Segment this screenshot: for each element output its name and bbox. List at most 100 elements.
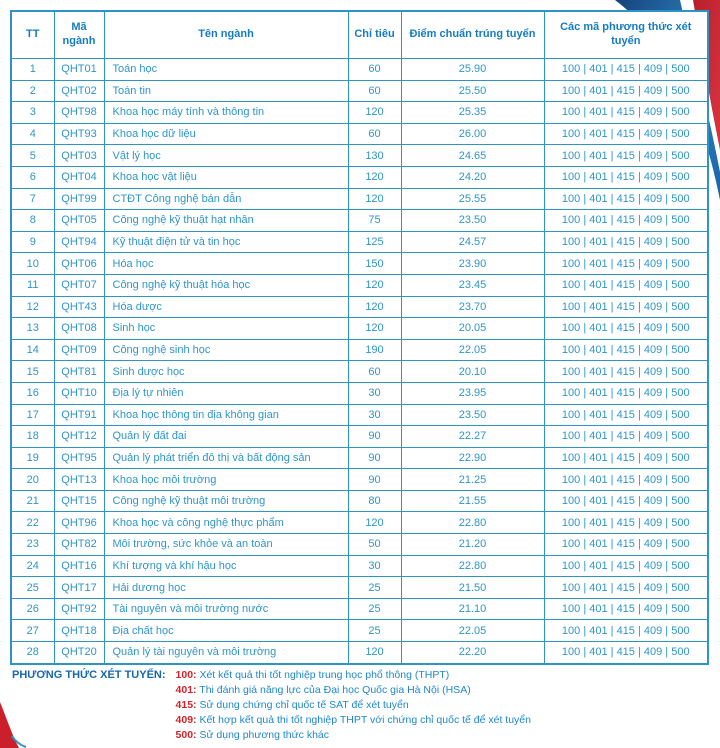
cell-name: Kỹ thuật điện tử và tin học [103,230,349,254]
cell-code: QHT98 [53,101,105,124]
cell-code: QHT94 [53,230,105,254]
cell-name: Toán học [103,58,349,81]
legend-item-code: 415: [175,699,197,711]
cell-name: Hóa dược [103,295,349,319]
cell-score: 23.45 [400,273,545,297]
cell-tt: 5 [10,144,55,167]
cell-score: 24.57 [400,230,545,254]
cell-score: 20.10 [400,360,545,383]
table-row: 5 QHT03 Vật lý học 130 24.65 100 | 401 | 415 … [10,144,709,167]
admission-score-table: TT Mã ngành Tên ngành Chỉ tiêu Điểm chuẩ… [10,10,709,665]
table-row: 13 QHT08 Sinh học 120 20.05 100 | 401 | 415 |… [10,317,709,340]
table-row: 28 QHT20 Quản lý tài nguyên và môi trường 1… [10,641,709,665]
legend-item: 500: Sử dụng phương thức khác [176,728,531,743]
table-row: 3 QHT98 Khoa học máy tính và thông tin 120 2… [10,101,709,124]
table-row: 17 QHT91 Khoa học thông tin địa không gian… [10,403,709,427]
cell-methods: 100 | 401 | 415 | 409 | 500 [543,122,709,146]
legend-item-desc: Xét kết quả thi tốt nghiệp trung học phổ… [196,669,450,681]
cell-name: Công nghệ kỹ thuật hóa học [103,273,349,297]
cell-tt: 6 [10,165,55,189]
cell-tt: 21 [10,489,55,513]
cell-quota: 120 [347,273,402,297]
red-wedge [0,702,19,748]
cell-methods: 100 | 401 | 415 | 409 | 500 [543,187,709,211]
cell-quota: 120 [347,641,402,665]
cell-code: QHT04 [53,165,105,189]
cell-code: QHT01 [53,58,105,81]
cell-name: Quản lý phát triển đô thị và bất động sả… [103,446,349,470]
legend-item: 100: Xét kết quả thi tốt nghiệp trung họ… [176,668,531,683]
cell-quota: 75 [347,209,402,232]
cell-score: 25.35 [400,101,545,124]
cell-methods: 100 | 401 | 415 | 409 | 500 [543,381,709,405]
cell-quota: 60 [347,360,402,383]
header-major-name: Tên ngành [103,10,349,59]
cell-tt: 16 [10,381,55,405]
cell-methods: 100 | 401 | 415 | 409 | 500 [543,489,709,513]
legend-item-desc: Kết hợp kết quả thi tốt nghiệp THPT với … [196,714,531,726]
cell-quota: 30 [347,403,402,427]
table-row: 1 QHT01 Toán học 60 25.90 100 | 401 | 415 | 4… [10,58,709,81]
table-row: 26 QHT92 Tài nguyên và môi trường nước 25 21… [10,597,709,621]
cell-tt: 22 [10,511,55,535]
cell-tt: 28 [10,641,55,665]
cell-quota: 25 [347,619,402,643]
cell-quota: 120 [347,101,402,124]
table-row: 14 QHT09 Công nghệ sinh học 190 22.05 100 | 4… [10,338,709,362]
cell-score: 22.05 [400,619,545,643]
cell-tt: 27 [10,619,55,643]
cell-quota: 90 [347,425,402,448]
cell-code: QHT05 [53,209,105,232]
table-row: 11 QHT07 Công nghệ kỹ thuật hóa học 120 23.4… [10,273,709,297]
cell-quota: 30 [347,381,402,405]
cell-name: Sinh học [103,317,349,340]
cell-methods: 100 | 401 | 415 | 409 | 500 [543,619,709,643]
header-quota: Chỉ tiêu [347,10,402,59]
cell-tt: 13 [10,317,55,340]
header-major-code: Mã ngành [53,10,105,59]
cell-name: Công nghệ kỹ thuật môi trường [103,489,349,513]
cell-quota: 120 [347,295,402,319]
table-row: 10 QHT06 Hóa học 150 23.90 100 | 401 | 415 | … [10,252,709,275]
cell-score: 23.70 [400,295,545,319]
cell-name: Địa chất học [103,619,349,643]
table-row: 24 QHT16 Khí tượng và khí hậu học 30 22.80 10… [10,554,709,578]
cell-tt: 9 [10,230,55,254]
table-row: 8 QHT05 Công nghệ kỹ thuật hạt nhân 75 23.50… [10,209,709,232]
cell-quota: 60 [347,58,402,81]
cell-methods: 100 | 401 | 415 | 409 | 500 [543,360,709,383]
cell-name: Khoa học vật liệu [103,165,349,189]
cell-name: Khí tượng và khí hậu học [103,554,349,578]
cell-code: QHT06 [53,252,105,275]
cell-quota: 50 [347,533,402,556]
cell-methods: 100 | 401 | 415 | 409 | 500 [543,230,709,254]
cell-name: Công nghệ kỹ thuật hạt nhân [103,209,349,232]
cell-score: 24.20 [400,165,545,189]
cell-quota: 120 [347,165,402,189]
cell-methods: 100 | 401 | 415 | 409 | 500 [543,101,709,124]
cell-name: Hải dương học [103,576,349,599]
table-row: 15 QHT81 Sinh dược học 60 20.10 100 | 401 | 4… [10,360,709,383]
legend-item-desc: Sử dụng phương thức khác [196,729,330,741]
cell-tt: 4 [10,122,55,146]
cell-name: Hóa học [103,252,349,275]
cell-score: 21.55 [400,489,545,513]
cell-methods: 100 | 401 | 415 | 409 | 500 [543,144,709,167]
table-row: 18 QHT12 Quản lý đất đai 90 22.27 100 | 401 |… [10,425,709,448]
cell-code: QHT17 [53,576,105,599]
table-row: 6 QHT04 Khoa học vật liệu 120 24.20 100 | 401… [10,165,709,189]
cell-score: 20.05 [400,317,545,340]
legend-item-code: 409: [175,714,197,726]
cell-code: QHT10 [53,381,105,405]
cell-tt: 18 [10,425,55,448]
cell-methods: 100 | 401 | 415 | 409 | 500 [543,338,709,362]
cell-methods: 100 | 401 | 415 | 409 | 500 [543,165,709,189]
cell-quota: 60 [347,79,402,103]
table-row: 23 QHT82 Môi trường, sức khỏe và an toàn 50… [10,533,709,556]
cell-code: QHT07 [53,273,105,297]
legend-item-code: 500: [175,729,197,741]
cell-score: 24.65 [400,144,545,167]
legend-item: 415: Sử dụng chứng chỉ quốc tế SAT để xé… [176,698,531,713]
cell-quota: 80 [347,489,402,513]
